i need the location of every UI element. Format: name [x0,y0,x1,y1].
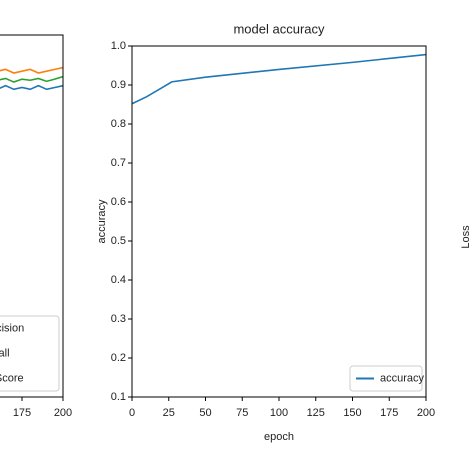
x-tick-label: 100 [270,407,288,419]
data-line [0,84,64,91]
x-tick-label: 175 [13,407,31,419]
y-tick-label: 0.1 [111,391,126,403]
legend-box [349,365,423,392]
plot-frame [0,34,64,398]
x-tick-label: 50 [199,407,211,419]
data-line [131,53,427,105]
plot-frame [131,45,427,398]
legend-box [0,315,60,392]
y-tick-label: 0.3 [111,313,126,325]
legend-label: accuracy [380,372,425,384]
data-line [0,66,64,74]
x-tick-label: 150 [343,407,361,419]
x-tick-label: 200 [54,407,72,419]
x-tick-label: 0 [129,407,135,419]
y-tick-label: 0.5 [111,235,126,247]
x-tick-label: 75 [236,407,248,419]
data-line [0,75,64,83]
chart-title: model accuracy [233,21,325,36]
legend-label: F1 Score [0,372,24,384]
x-tick-label: 125 [307,407,325,419]
x-tick-label: 175 [380,407,398,419]
y-tick-label: 1.0 [111,40,126,52]
y-axis-label: Loss [460,225,472,249]
x-axis-label: epoch [264,431,294,443]
y-tick-label: 0.6 [111,196,126,208]
legend-label: Precision [0,322,24,334]
y-axis-label: accuracy [96,199,108,244]
y-tick-label: 0.9 [111,79,126,91]
y-tick-label: 0.2 [111,352,126,364]
y-tick-label: 0.7 [111,157,126,169]
x-tick-label: 25 [163,407,175,419]
legend-label: Recall [0,347,10,359]
y-tick-label: 0.4 [111,274,126,286]
x-tick-label: 200 [417,407,435,419]
y-tick-label: 0.8 [111,118,126,130]
